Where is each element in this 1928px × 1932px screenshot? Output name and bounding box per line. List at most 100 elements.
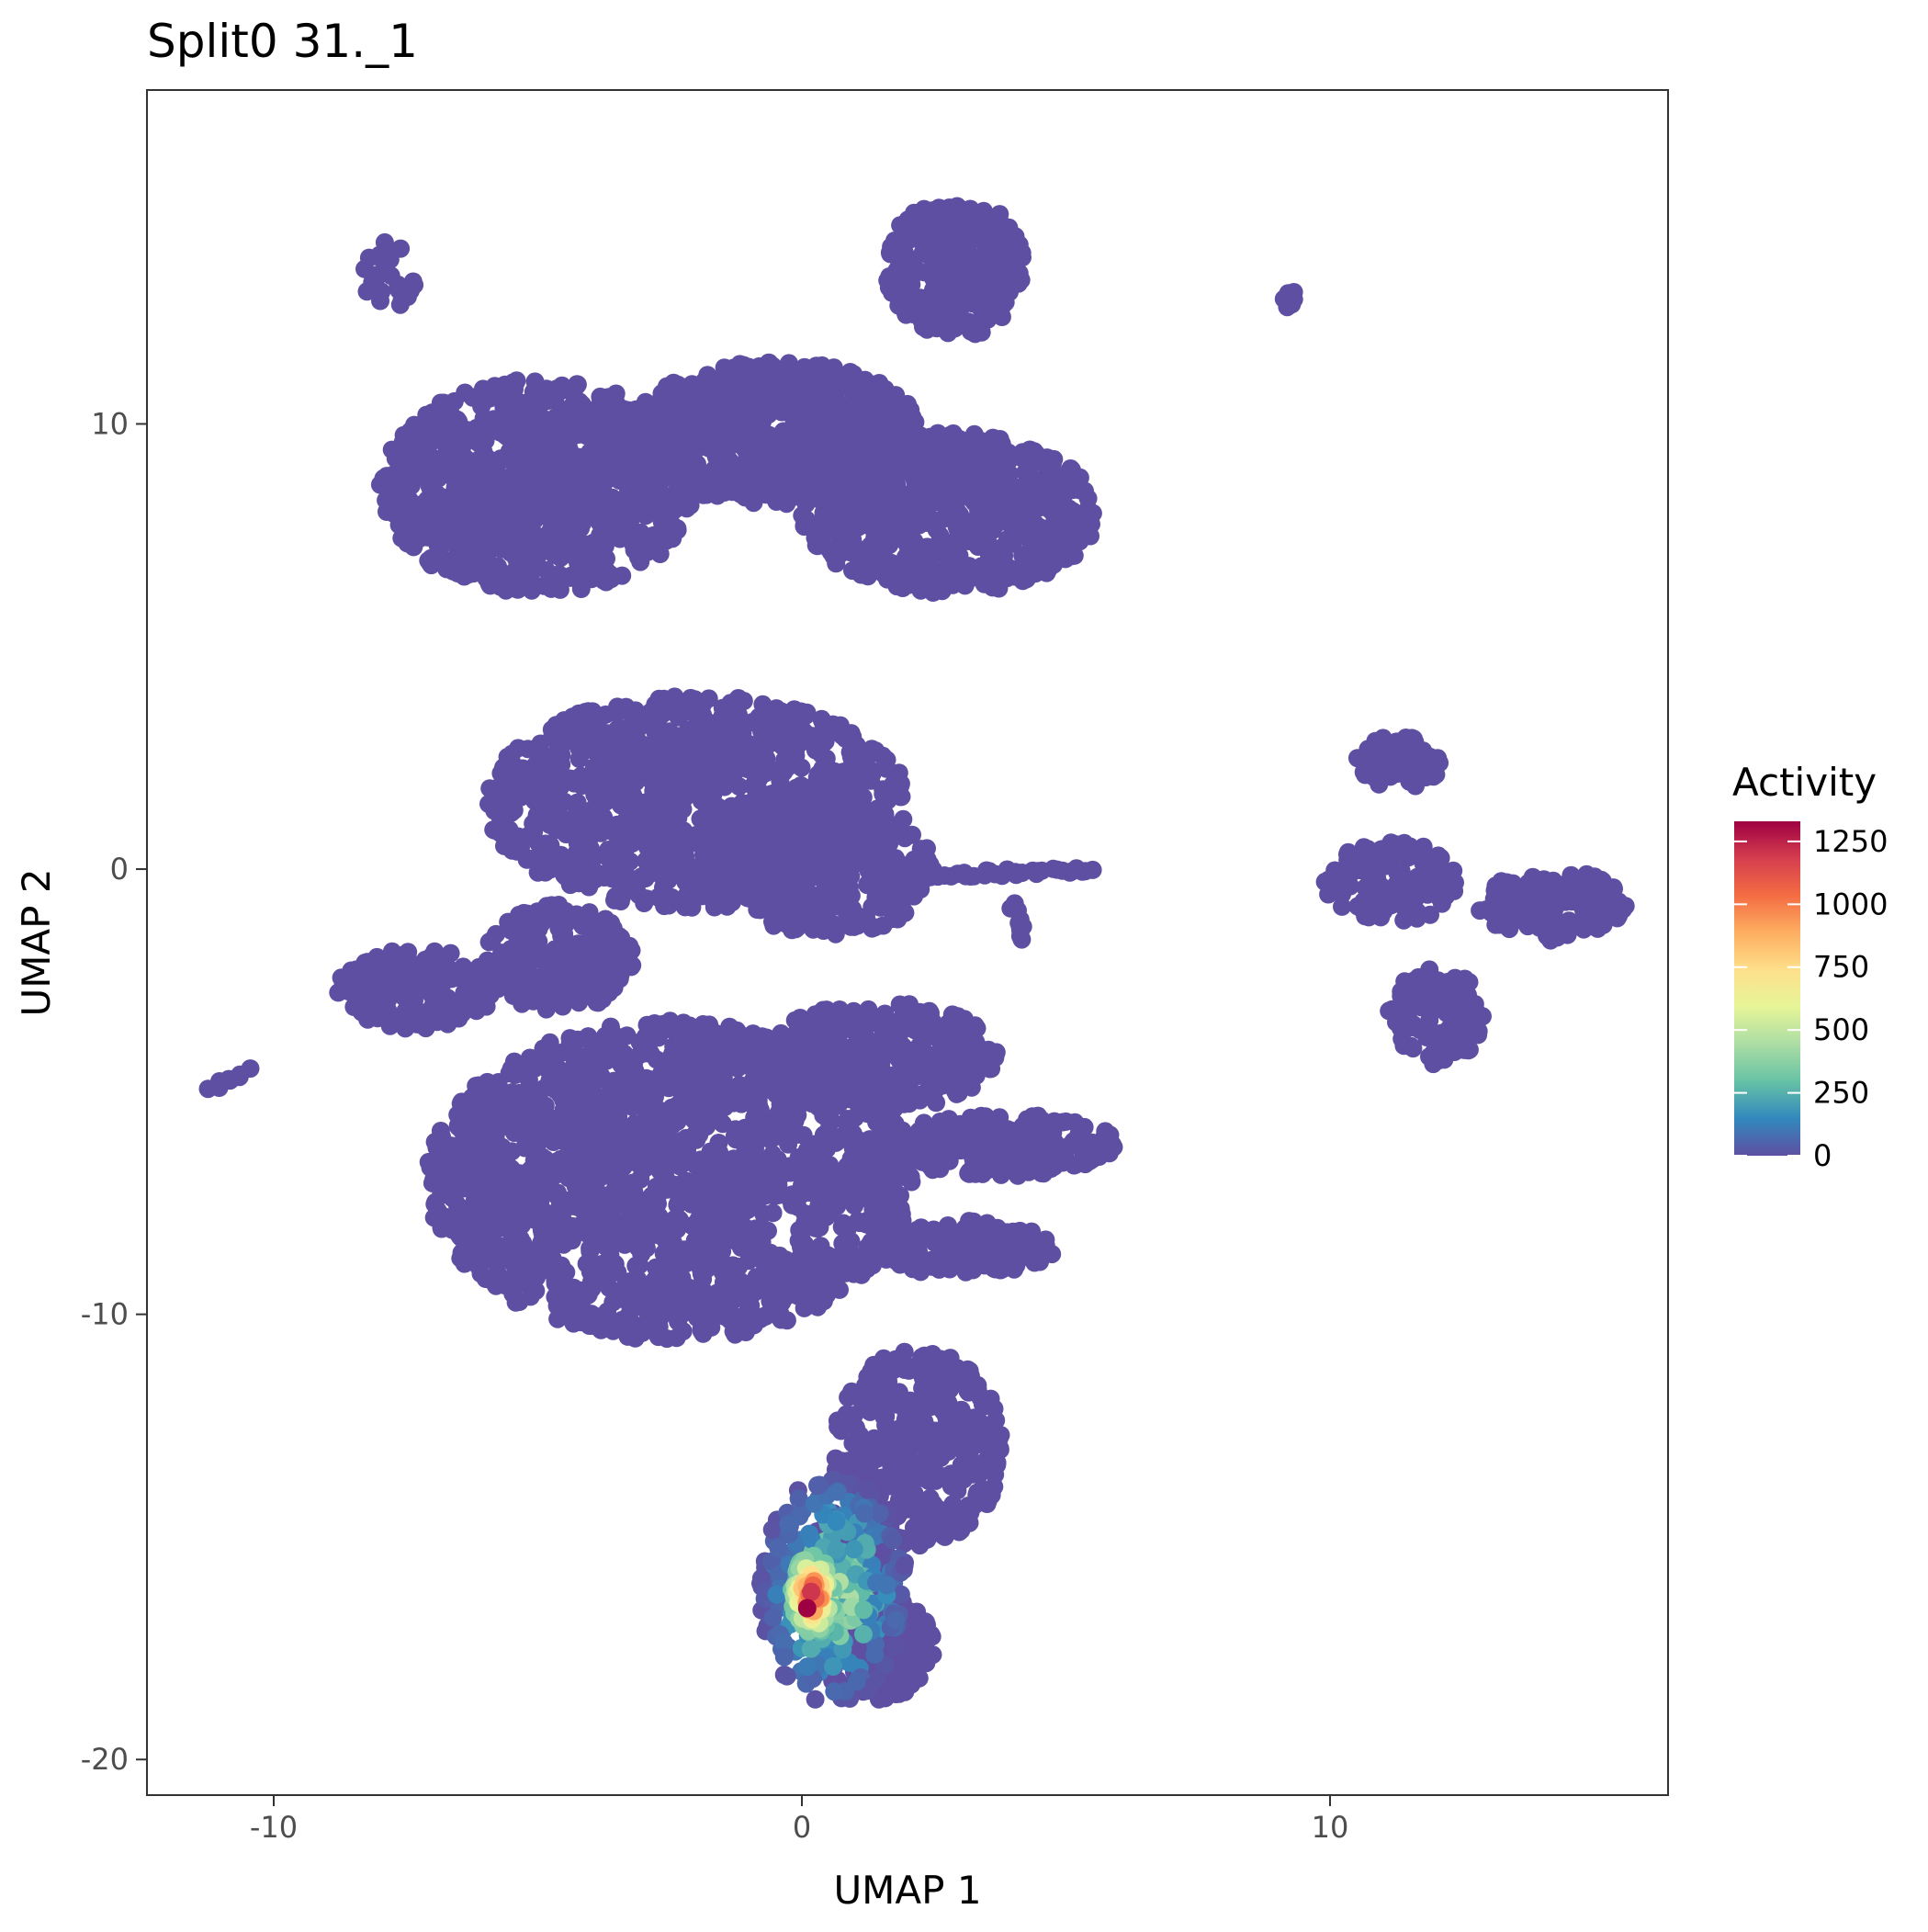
cell-point [1043,504,1063,524]
cell-point [841,543,861,562]
cell-point [585,403,604,423]
cell-point [647,739,666,758]
cell-point [637,851,656,870]
cell-point [652,527,671,547]
cell-point [487,924,505,943]
cell-point [669,727,688,746]
cell-point [977,274,997,293]
cell-point [629,445,648,464]
cell-point [644,762,663,781]
cell-point [909,515,929,535]
cell-point [565,469,584,489]
cell-point [466,983,485,1002]
cell-point [569,447,588,467]
cell-point [733,876,752,896]
cell-point [991,213,1010,232]
cell-point [915,263,934,282]
cell-point [874,782,894,801]
cell-point [446,967,466,987]
cell-point [606,384,626,403]
cell-point [811,885,830,904]
cell-point [479,505,499,524]
cell-point [454,530,473,549]
cell-point [951,557,970,576]
cell-point [399,967,418,987]
cell-point [817,364,837,383]
cell-point [784,420,803,439]
cell-point [594,918,614,937]
cell-point [471,473,490,492]
cell-point [710,434,729,453]
cell-point [743,399,762,418]
cell-point [584,555,603,573]
cell-point [813,763,832,783]
cell-point [483,388,502,407]
cell-point [655,897,674,916]
cell-point [692,416,711,435]
cell-point [953,311,972,331]
cell-point [676,434,695,453]
cell-point [669,389,688,408]
cell-point [898,210,918,230]
cell-point [441,513,460,532]
cell-point [915,445,933,464]
cell-point [406,433,425,452]
cell-point [865,918,885,937]
cell-point [577,485,596,504]
cell-point [722,734,741,753]
cell-point [651,410,671,429]
cell-point [934,537,953,557]
cell-point [874,543,893,562]
cell-point [641,703,660,721]
cell-point [991,549,1010,569]
cell-point [456,433,475,451]
cell-point [1009,235,1029,254]
cell-point [983,578,1002,597]
cell-point [961,436,980,456]
cell-point [735,420,753,439]
cell-point [911,840,930,859]
cell-point [945,254,964,273]
cell-point [1019,456,1038,474]
cell-point [568,568,587,587]
cell-point [795,433,814,452]
cell-point [441,404,460,424]
cell-point [764,884,784,903]
cell-point [495,449,513,469]
cell-point [614,469,633,489]
cell-point [1081,526,1099,546]
cell-point [411,1008,430,1027]
cell-point [621,852,639,871]
cell-point [949,524,968,543]
cell-point [1009,494,1029,514]
cell-point [697,884,716,903]
cell-point [852,564,872,583]
cell-point [668,375,687,394]
chart-title: Split0 31._1 [147,15,418,68]
cell-point [570,394,589,413]
cell-point [722,797,741,816]
cell-point [679,768,698,787]
cell-point [879,816,898,835]
cell-point [637,889,656,909]
cell-point [943,433,963,452]
cell-point [453,548,472,567]
cell-point [579,975,598,994]
cell-point [394,988,413,1007]
cell-point [879,466,898,485]
cell-point [467,418,486,437]
cell-point [866,741,885,761]
cell-point [584,774,603,794]
cell-point [1036,487,1055,506]
cell-point [545,515,564,535]
cell-point [606,501,626,520]
cell-point [708,404,727,424]
cell-point [891,563,910,582]
cell-point [695,817,715,836]
cell-point [434,995,453,1014]
cell-point [437,488,456,507]
cell-point [742,385,761,404]
cell-point [857,545,876,564]
cell-point [843,469,863,489]
cell-point [332,968,351,988]
